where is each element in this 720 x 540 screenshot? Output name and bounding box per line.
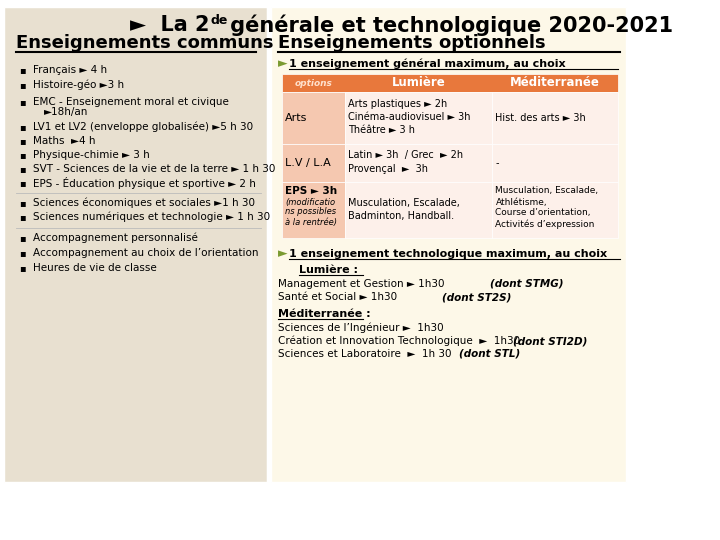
Text: Management et Gestion ► 1h30: Management et Gestion ► 1h30 — [279, 279, 445, 289]
Text: L.V / L.A: L.V / L.A — [285, 158, 331, 168]
Text: Méditerranée :: Méditerranée : — [279, 309, 371, 319]
FancyBboxPatch shape — [282, 92, 345, 144]
Text: Musculation, Escalade,: Musculation, Escalade, — [348, 198, 460, 208]
Text: Enseignements communs: Enseignements communs — [16, 34, 274, 52]
FancyBboxPatch shape — [345, 182, 492, 238]
Text: EMC - Enseignement moral et civique: EMC - Enseignement moral et civique — [33, 97, 229, 107]
FancyBboxPatch shape — [4, 7, 267, 482]
Text: ▪: ▪ — [19, 233, 26, 243]
Text: (modificatio: (modificatio — [285, 198, 336, 206]
Text: ▪: ▪ — [19, 212, 26, 222]
Text: ►: ► — [279, 247, 288, 260]
Text: Lumière :: Lumière : — [300, 265, 359, 275]
Text: Santé et Social ► 1h30: Santé et Social ► 1h30 — [279, 292, 397, 302]
Text: ▪: ▪ — [19, 248, 26, 258]
Text: Sciences économiques et sociales ►1 h 30: Sciences économiques et sociales ►1 h 30 — [33, 198, 256, 208]
Text: LV1 et LV2 (enveloppe globalisée) ►5 h 30: LV1 et LV2 (enveloppe globalisée) ►5 h 3… — [33, 122, 253, 132]
Text: 1 enseignement général maximum, au choix: 1 enseignement général maximum, au choix — [289, 59, 565, 69]
Text: ▪: ▪ — [19, 150, 26, 160]
Text: ►  La 2: ► La 2 — [130, 15, 209, 35]
FancyBboxPatch shape — [492, 182, 618, 238]
Text: de: de — [211, 14, 228, 26]
Text: Sciences de l’Ingénieur ►  1h30: Sciences de l’Ingénieur ► 1h30 — [279, 323, 444, 333]
Text: Physique-chimie ► 3 h: Physique-chimie ► 3 h — [33, 150, 150, 160]
FancyBboxPatch shape — [282, 74, 618, 92]
Text: options: options — [294, 78, 333, 87]
Text: ▪: ▪ — [19, 65, 26, 75]
Text: Musculation, Escalade,: Musculation, Escalade, — [495, 186, 598, 195]
Text: Course d’orientation,: Course d’orientation, — [495, 208, 591, 218]
Text: ▪: ▪ — [19, 136, 26, 146]
FancyBboxPatch shape — [345, 144, 492, 182]
Text: Histoire-géo ►3 h: Histoire-géo ►3 h — [33, 80, 125, 90]
Text: Latin ► 3h  / Grec  ► 2h: Latin ► 3h / Grec ► 2h — [348, 150, 464, 160]
Text: Cinéma-audiovisuel ► 3h: Cinéma-audiovisuel ► 3h — [348, 112, 471, 122]
Text: générale et technologique 2020-2021: générale et technologique 2020-2021 — [223, 14, 673, 36]
FancyBboxPatch shape — [282, 144, 345, 182]
Text: Lumière: Lumière — [392, 77, 445, 90]
Text: EPS ► 3h: EPS ► 3h — [285, 186, 338, 196]
Text: ▪: ▪ — [19, 198, 26, 208]
Text: Sciences et Laboratoire  ►  1h 30: Sciences et Laboratoire ► 1h 30 — [279, 349, 452, 359]
FancyBboxPatch shape — [492, 92, 618, 144]
Text: Athlétisme,: Athlétisme, — [495, 198, 547, 206]
Text: Français ► 4 h: Français ► 4 h — [33, 65, 107, 75]
Text: Arts plastiques ► 2h: Arts plastiques ► 2h — [348, 99, 448, 109]
FancyBboxPatch shape — [271, 7, 626, 482]
Text: Enseignements optionnels: Enseignements optionnels — [279, 34, 546, 52]
Text: Maths  ►4 h: Maths ►4 h — [33, 136, 96, 146]
Text: ▪: ▪ — [19, 263, 26, 273]
Text: ▪: ▪ — [19, 80, 26, 90]
FancyBboxPatch shape — [345, 92, 492, 144]
Text: (dont STMG): (dont STMG) — [490, 279, 564, 289]
Text: 1 enseignement technologique maximum, au choix: 1 enseignement technologique maximum, au… — [289, 249, 607, 259]
Text: Méditerranée: Méditerranée — [510, 77, 600, 90]
Text: ▪: ▪ — [19, 164, 26, 174]
Text: Heures de vie de classe: Heures de vie de classe — [33, 263, 157, 273]
FancyBboxPatch shape — [492, 144, 618, 182]
Text: EPS - Éducation physique et sportive ► 2 h: EPS - Éducation physique et sportive ► 2… — [33, 177, 256, 189]
Text: Badminton, Handball.: Badminton, Handball. — [348, 211, 454, 221]
Text: Création et Innovation Technologique  ►  1h30: Création et Innovation Technologique ► 1… — [279, 336, 521, 346]
Text: ns possibles: ns possibles — [285, 207, 336, 217]
Text: ▪: ▪ — [19, 122, 26, 132]
Text: Provençal  ►  3h: Provençal ► 3h — [348, 164, 428, 174]
Text: Hist. des arts ► 3h: Hist. des arts ► 3h — [495, 113, 586, 123]
Text: ►18h/an: ►18h/an — [44, 107, 88, 117]
Text: (dont ST2S): (dont ST2S) — [442, 292, 511, 302]
Text: Accompagnement personnalisé: Accompagnement personnalisé — [33, 233, 198, 243]
Text: à la rentrée): à la rentrée) — [285, 218, 338, 226]
Text: ▪: ▪ — [19, 97, 26, 107]
Text: Accompagnement au choix de l’orientation: Accompagnement au choix de l’orientation — [33, 248, 258, 258]
Text: SVT - Sciences de la vie et de la terre ► 1 h 30: SVT - Sciences de la vie et de la terre … — [33, 164, 276, 174]
Text: ▪: ▪ — [19, 178, 26, 188]
Text: Sciences numériques et technologie ► 1 h 30: Sciences numériques et technologie ► 1 h… — [33, 212, 271, 222]
Text: (dont STL): (dont STL) — [459, 349, 520, 359]
Text: Arts: Arts — [285, 113, 307, 123]
Text: (dont STI2D): (dont STI2D) — [513, 336, 588, 346]
Text: ►: ► — [279, 57, 288, 71]
Text: -: - — [495, 158, 499, 168]
Text: Activités d’expression: Activités d’expression — [495, 219, 595, 229]
FancyBboxPatch shape — [282, 182, 345, 238]
Text: Théâtre ► 3 h: Théâtre ► 3 h — [348, 125, 415, 135]
